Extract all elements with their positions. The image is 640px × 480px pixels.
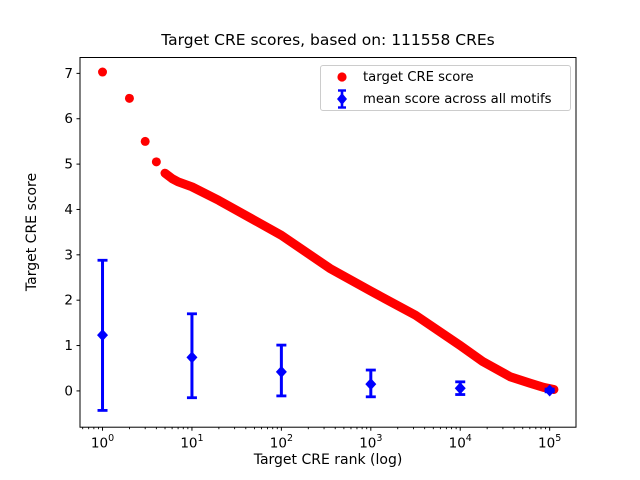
red-point [98,67,108,77]
legend-label: target CRE score [363,69,474,85]
legend: target CRE score mean score across all m… [320,65,571,111]
legend-item-target-cre-score: target CRE score [321,67,570,88]
mean-diamond [186,351,198,364]
y-tick-label: 5 [64,157,73,173]
red-point [140,136,150,146]
series-target-cre-score [98,67,559,394]
chart-title: Target CRE scores, based on: 111558 CREs [161,31,495,49]
y-tick-label: 2 [64,293,73,309]
y-tick-label: 1 [64,338,73,354]
x-tick-label: 101 [180,433,203,452]
y-axis-label: Target CRE score [24,172,40,292]
y-tick-label: 0 [64,383,73,399]
y-tick-label: 3 [64,247,73,263]
legend-item-mean-score: mean score across all motifs [321,89,570,110]
mean-diamond [454,382,466,395]
x-tick-label: 100 [91,433,114,452]
x-axis-ticks: 100 101 102 103 104 105 [82,427,561,452]
y-tick-label: 4 [64,202,73,218]
x-tick-label: 102 [270,433,293,452]
x-tick-label: 103 [359,433,382,452]
legend-label: mean score across all motifs [363,91,552,107]
mean-diamond [365,378,377,391]
y-tick-label: 7 [64,66,73,82]
mean-diamond [544,384,556,397]
y-axis-ticks: 0 1 2 3 4 5 6 7 [64,66,80,399]
mean-diamond [275,365,287,378]
y-tick-label: 6 [64,111,73,127]
red-point [124,93,134,103]
x-tick-label: 105 [538,433,561,452]
x-axis-label: Target CRE rank (log) [253,452,403,468]
mean-diamond [97,329,109,342]
axes-frame [79,57,577,428]
x-tick-label: 104 [449,433,472,452]
blue-diamond-errorbar-marker-icon [321,89,363,109]
red-curve-band [160,168,559,394]
red-point [151,157,161,167]
series-mean-score [97,258,556,412]
red-circle-marker-icon [321,71,363,83]
